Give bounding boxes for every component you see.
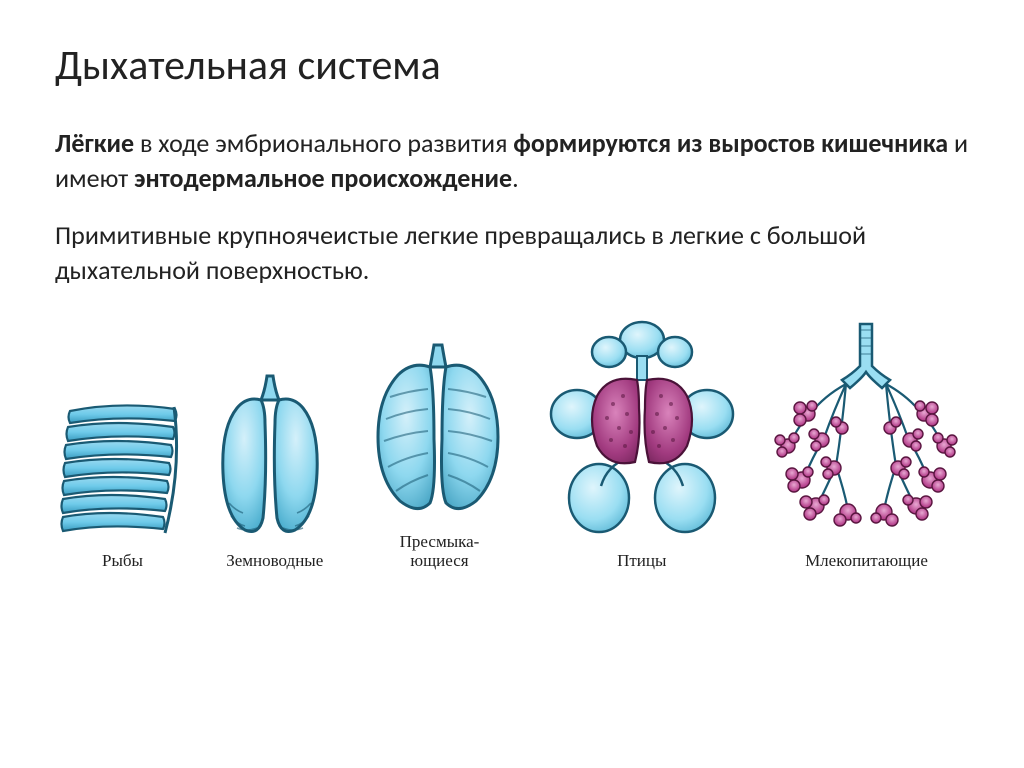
p1-bold-3: формируются из выростов кишечника	[513, 127, 948, 159]
diagram-row: Рыбы	[55, 318, 969, 571]
p1-bold-5: энтодермальное происхождение	[134, 162, 512, 194]
mammal-lungs-icon	[764, 318, 969, 543]
reptile-lungs-icon	[360, 339, 520, 524]
label-reptile-l1: Пресмыка-	[400, 532, 480, 551]
paragraph-2: Примитивные крупноячеистые легкие превра…	[55, 218, 969, 288]
p1-bold-1: Лёгкие	[55, 127, 134, 159]
bird-lungs-icon	[537, 318, 747, 543]
paragraph-1: Лёгкие в ходе эмбрионального развития фо…	[55, 126, 969, 196]
panel-fish: Рыбы	[55, 393, 190, 571]
fish-gills-icon	[55, 393, 190, 543]
label-reptile: Пресмыка- ющиеся	[400, 532, 480, 571]
label-bird: Птицы	[617, 551, 666, 571]
label-reptile-l2: ющиеся	[410, 551, 468, 570]
label-mammal: Млекопитающие	[805, 551, 928, 571]
panel-bird: Птицы	[537, 318, 747, 571]
page-title: Дыхательная система	[55, 40, 969, 91]
panel-reptile: Пресмыка- ющиеся	[360, 339, 520, 571]
label-amphibian: Земноводные	[226, 551, 323, 571]
amphibian-lungs-icon	[207, 368, 342, 543]
label-fish: Рыбы	[102, 551, 143, 571]
panel-mammal: Млекопитающие	[764, 318, 969, 571]
panel-amphibian: Земноводные	[207, 368, 342, 571]
p1-text-2: в ходе эмбрионального развития	[134, 127, 513, 159]
p1-text-6: .	[512, 162, 519, 194]
